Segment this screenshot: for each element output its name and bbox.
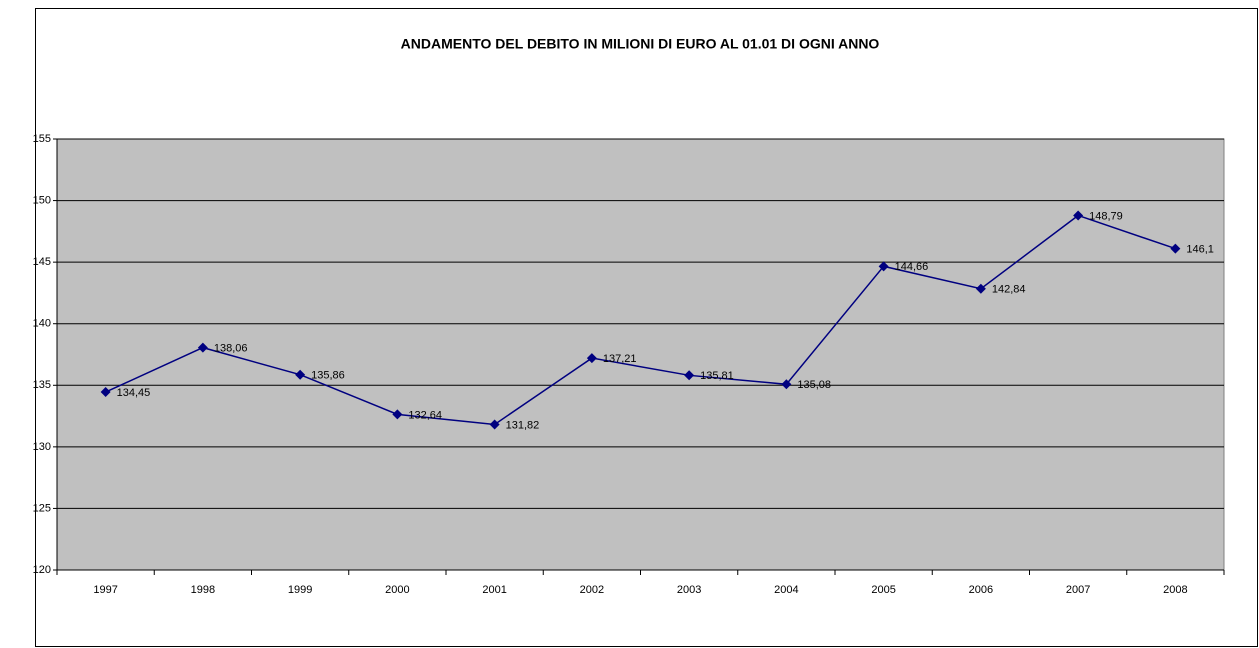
x-tick-label: 2002 [580,584,604,596]
data-label: 134,45 [117,387,151,399]
x-tick-label: 2003 [677,584,701,596]
x-tick-label: 2006 [969,584,993,596]
data-point [586,353,597,364]
y-tick-label: 135 [33,379,51,391]
x-tick-label: 2004 [774,584,798,596]
plot-area [56,138,1225,571]
data-point [295,369,306,380]
x-tick-label: 1998 [191,584,215,596]
y-tick-label: 155 [33,133,51,145]
x-tick-label: 2008 [1163,584,1187,596]
x-tick-label: 2000 [385,584,409,596]
data-point [878,261,889,272]
data-point [1073,210,1084,221]
y-tick-label: 145 [33,256,51,268]
x-tick-label: 2007 [1066,584,1090,596]
data-label: 131,82 [506,419,540,431]
y-tick-label: 125 [33,502,51,514]
data-point [197,342,208,353]
data-point [1170,243,1181,254]
x-tick-label: 1999 [288,584,312,596]
y-tick-label: 140 [33,318,51,330]
x-tick-label: 2001 [482,584,506,596]
data-label: 144,66 [895,261,929,273]
y-tick-label: 130 [33,441,51,453]
y-tick-label: 150 [33,194,51,206]
data-label: 137,21 [603,353,637,365]
data-point [489,419,500,430]
data-point [100,387,111,398]
series-line [105,214,1176,426]
x-tick-label: 2005 [871,584,895,596]
data-point [781,379,792,390]
data-label: 135,86 [311,370,345,382]
y-tick-label: 120 [33,564,51,576]
data-point [975,283,986,294]
data-label: 146,1 [1186,244,1214,256]
data-label: 142,84 [992,284,1026,296]
x-tick-label: 1997 [93,584,117,596]
data-point [684,370,695,381]
data-label: 148,79 [1089,210,1123,222]
data-label: 135,81 [700,370,734,382]
data-label: 138,06 [214,343,248,355]
chart-title: ANDAMENTO DEL DEBITO IN MILIONI DI EURO … [401,36,880,52]
data-label: 132,64 [408,409,442,421]
data-point [392,409,403,420]
data-label: 135,08 [797,379,831,391]
